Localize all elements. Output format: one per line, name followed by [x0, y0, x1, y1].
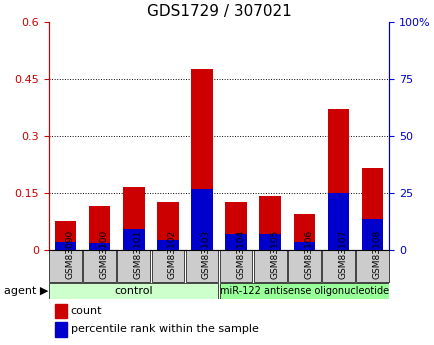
Bar	[55, 304, 67, 318]
Bar	[123, 229, 144, 250]
FancyBboxPatch shape	[49, 283, 218, 299]
Text: count: count	[71, 306, 102, 316]
Text: control: control	[114, 286, 153, 296]
Bar	[259, 196, 280, 250]
Text: GSM83103: GSM83103	[201, 230, 210, 279]
Text: percentile rank within the sample: percentile rank within the sample	[71, 324, 258, 334]
Title: GDS1729 / 307021: GDS1729 / 307021	[146, 4, 291, 19]
Text: miR-122 antisense oligonucleotide: miR-122 antisense oligonucleotide	[219, 286, 388, 296]
FancyBboxPatch shape	[253, 250, 286, 282]
Bar	[157, 202, 178, 250]
FancyBboxPatch shape	[49, 250, 82, 282]
FancyBboxPatch shape	[287, 250, 320, 282]
FancyBboxPatch shape	[219, 283, 388, 299]
Bar	[361, 219, 382, 250]
FancyBboxPatch shape	[83, 250, 116, 282]
Text: agent ▶: agent ▶	[4, 286, 49, 296]
FancyBboxPatch shape	[151, 250, 184, 282]
Bar	[89, 206, 110, 250]
Text: GSM83104: GSM83104	[236, 230, 244, 279]
FancyBboxPatch shape	[355, 250, 388, 282]
Bar	[55, 322, 67, 337]
Bar	[191, 69, 212, 250]
FancyBboxPatch shape	[219, 250, 252, 282]
FancyBboxPatch shape	[185, 250, 218, 282]
Bar	[89, 243, 110, 250]
Bar	[157, 240, 178, 250]
Text: GSM83100: GSM83100	[99, 230, 108, 279]
FancyBboxPatch shape	[117, 250, 150, 282]
Bar	[225, 202, 246, 250]
Bar	[55, 242, 76, 250]
Text: GSM83108: GSM83108	[372, 230, 381, 279]
Bar	[259, 235, 280, 250]
Bar	[55, 221, 76, 250]
Bar	[191, 189, 212, 250]
Text: GSM83090: GSM83090	[66, 230, 74, 279]
Text: GSM83102: GSM83102	[168, 230, 177, 279]
Bar	[225, 235, 246, 250]
Bar	[361, 168, 382, 250]
Text: GSM83105: GSM83105	[270, 230, 279, 279]
Bar	[327, 109, 348, 250]
Bar	[327, 193, 348, 250]
Bar	[293, 214, 314, 250]
Text: GSM83107: GSM83107	[338, 230, 346, 279]
Bar	[293, 242, 314, 250]
FancyBboxPatch shape	[321, 250, 354, 282]
Bar	[123, 187, 144, 250]
Text: GSM83106: GSM83106	[303, 230, 312, 279]
Text: GSM83101: GSM83101	[134, 230, 142, 279]
